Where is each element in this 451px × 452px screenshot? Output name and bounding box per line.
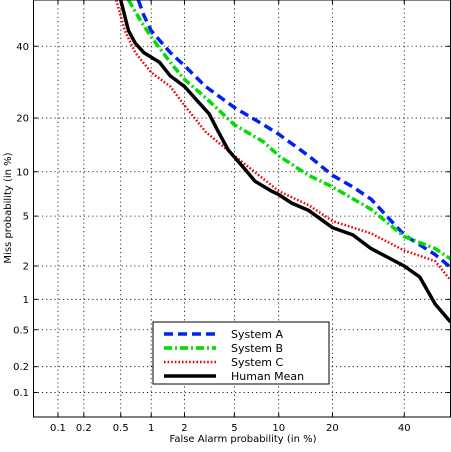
y-tick-label: 0.1 [13,388,29,399]
x-tick-label: 1 [148,423,154,434]
x-tick-label: 0.5 [113,423,129,434]
x-tick-label: 0.2 [76,423,92,434]
x-axis-label: False Alarm probability (in %) [169,434,316,445]
y-tick-label: 5 [23,212,29,223]
series-line-system-b [126,0,451,261]
legend-label-system-a: System A [231,328,284,341]
legend-label-system-b: System B [231,342,283,355]
series-line-system-a [136,0,451,269]
x-tick-label: 40 [398,423,411,434]
y-tick-label: 2 [23,262,29,273]
x-tick-label: 20 [326,423,339,434]
x-tick-label: 2 [181,423,187,434]
series-lines [115,0,451,324]
x-tick-label: 0.1 [50,423,66,434]
series-line-system-c [115,0,451,281]
y-tick-label: 10 [16,167,29,178]
y-tick-label: 40 [16,42,29,53]
x-tick-label: 10 [272,423,285,434]
y-tick-label: 20 [16,114,29,125]
x-tick-label: 5 [231,423,237,434]
legend-label-system-c: System C [231,356,284,369]
y-tick-label: 1 [23,295,29,306]
y-tick-label: 0.5 [13,325,29,336]
legend-label-human-mean: Human Mean [231,370,304,383]
axis-ticks: 0.1 0.2 0.5 1 2 5 10 20 40 0.1 0.2 0.5 1 2 5 10 20 40 [13,0,451,434]
y-tick-label: 0.2 [13,362,29,373]
series-line-human-mean [119,0,451,324]
y-axis-label: Miss probability (in %) [3,152,14,263]
